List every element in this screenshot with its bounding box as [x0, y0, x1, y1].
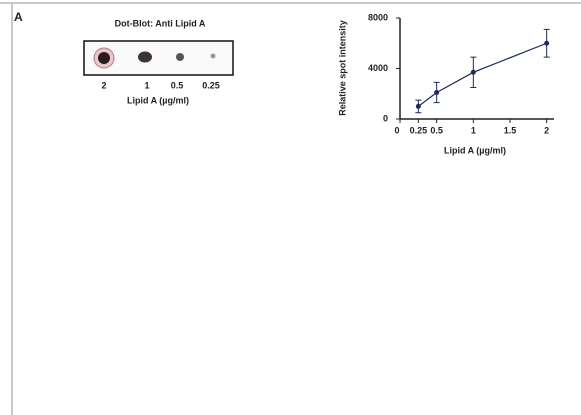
y-tick-label: 0: [383, 113, 388, 123]
data-point: [416, 104, 421, 109]
panel-label: A: [14, 10, 23, 24]
x-tick-label: 0.5: [430, 125, 443, 135]
blot-title: Dot-Blot: Anti Lipid A: [115, 18, 206, 28]
blot-dot: [176, 53, 184, 61]
x-tick-label: 0: [394, 125, 399, 135]
blot-xlabel: Lipid A (µg/ml): [127, 95, 189, 105]
x-tick-label: 1.5: [504, 125, 517, 135]
y-axis-label: Relative spot intensity: [337, 20, 347, 116]
blot-dot: [211, 54, 216, 59]
x-tick-label: 0.25: [410, 125, 428, 135]
lane-label: 0.25: [202, 80, 220, 90]
figure: A Dot-Blot: Anti Lipid A 2 1 0.5 0.25 Li…: [0, 0, 581, 415]
y-tick-label: 8000: [368, 12, 388, 22]
data-point: [544, 41, 549, 46]
x-tick-label: 2: [544, 125, 549, 135]
x-tick-label: 1: [471, 125, 476, 135]
x-axis-label: Lipid A (µg/ml): [444, 145, 506, 155]
lane-label: 2: [101, 80, 106, 90]
lane-label: 1: [144, 80, 149, 90]
lane-label: 0.5: [171, 80, 184, 90]
y-tick-label: 4000: [368, 63, 388, 73]
data-point: [471, 70, 476, 75]
series-line: [418, 43, 546, 106]
blot-dot: [138, 52, 152, 63]
blot-dot: [98, 52, 110, 64]
data-point: [434, 90, 439, 95]
